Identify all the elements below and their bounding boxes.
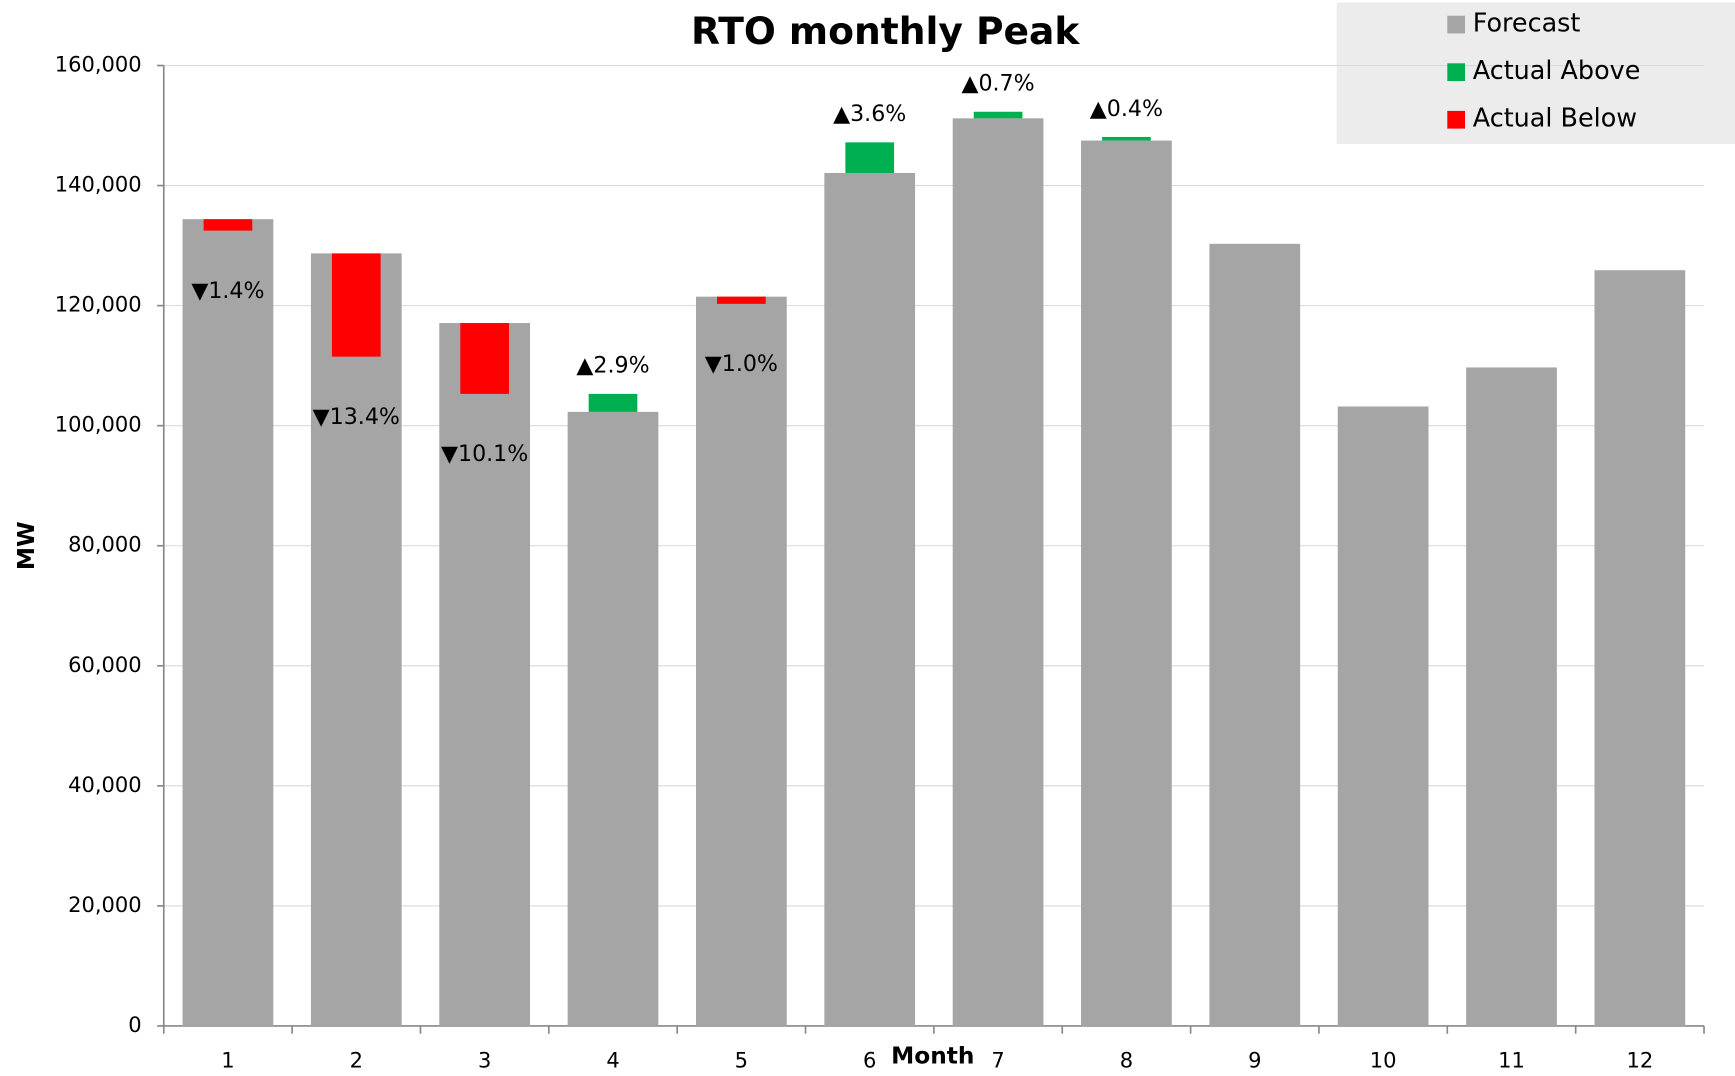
legend-swatch [1447, 110, 1466, 129]
x-tick-label: 2 [350, 1047, 363, 1072]
y-axis-label: MW [13, 521, 40, 570]
forecast-bar [439, 323, 531, 1026]
legend-label: Actual Below [1473, 103, 1637, 133]
forecast-bar [1209, 243, 1301, 1026]
forecast-bar [1466, 367, 1557, 1026]
y-tick-label: 0 [128, 1012, 141, 1037]
change-label: ▲0.4% [1090, 96, 1163, 122]
forecast-bar [567, 411, 659, 1026]
actual-above-bar [1102, 136, 1151, 141]
legend-box [1336, 2, 1735, 145]
x-tick-label: 6 [863, 1047, 876, 1072]
change-label: ▼1.0% [705, 351, 778, 377]
legend-swatch [1447, 15, 1466, 34]
actual-above-bar [588, 393, 638, 412]
actual-below-bar [460, 323, 509, 394]
x-tick-label: 12 [1626, 1047, 1653, 1072]
x-tick-label: 3 [478, 1047, 491, 1072]
y-tick-label: 20,000 [68, 892, 142, 917]
x-axis-label: Month [891, 1042, 974, 1069]
actual-below-bar [331, 253, 381, 357]
x-tick-label: 11 [1498, 1047, 1525, 1072]
y-tick-label: 140,000 [55, 172, 142, 197]
actual-below-bar [717, 296, 766, 304]
y-tick-label: 100,000 [55, 412, 142, 437]
forecast-bar [182, 219, 274, 1026]
y-tick-label: 160,000 [55, 52, 142, 77]
chart-title: RTO monthly Peak [691, 9, 1080, 53]
change-label: ▼1.4% [191, 278, 264, 304]
legend-label: Actual Above [1473, 55, 1641, 85]
forecast-bar [1594, 270, 1686, 1026]
change-label: ▼10.1% [441, 441, 528, 467]
y-tick-label: 40,000 [68, 772, 142, 797]
legend-label: Forecast [1473, 8, 1581, 38]
y-tick-label: 60,000 [68, 652, 142, 677]
change-label: ▲2.9% [576, 353, 649, 379]
x-tick-label: 7 [991, 1047, 1004, 1072]
forecast-bar [695, 296, 787, 1026]
x-tick-label: 10 [1370, 1047, 1397, 1072]
change-label: ▲0.7% [961, 71, 1034, 97]
y-tick-label: 120,000 [55, 292, 142, 317]
x-tick-label: 8 [1120, 1047, 1133, 1072]
forecast-bar [1337, 406, 1429, 1026]
change-label: ▲3.6% [833, 101, 906, 127]
x-tick-label: 1 [221, 1047, 234, 1072]
x-tick-label: 5 [735, 1047, 748, 1072]
actual-below-bar [203, 219, 253, 231]
forecast-bar [1081, 140, 1172, 1026]
actual-above-bar [845, 142, 895, 173]
actual-above-bar [973, 111, 1023, 119]
forecast-bar [824, 172, 916, 1026]
legend-swatch [1447, 63, 1466, 82]
x-tick-label: 4 [606, 1047, 619, 1072]
forecast-bar [310, 253, 402, 1026]
change-label: ▼13.4% [313, 404, 400, 430]
x-tick-label: 9 [1248, 1047, 1261, 1072]
forecast-bar [952, 118, 1044, 1026]
y-tick-label: 80,000 [68, 532, 142, 557]
